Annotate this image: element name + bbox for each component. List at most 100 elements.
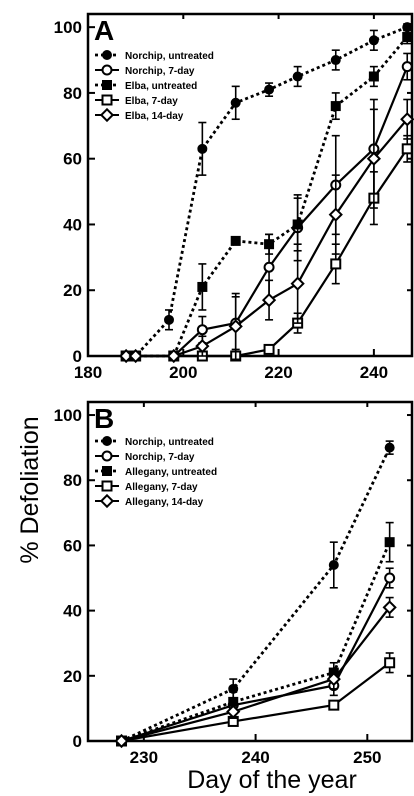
- x-tick-label: 230: [130, 748, 158, 767]
- y-axis-label: % Defoliation: [16, 416, 44, 563]
- y-tick-label: 40: [63, 215, 82, 234]
- data-point: [228, 319, 243, 334]
- legend: Norchip, untreated Norchip, 7-day Elba, un…: [95, 50, 214, 123]
- legend-marker: [99, 107, 115, 123]
- legend-marker: [101, 450, 113, 462]
- x-tick-label: 180: [74, 363, 102, 382]
- data-point: [368, 71, 379, 82]
- plot-frame: [86, 12, 414, 358]
- data-point: [264, 239, 275, 250]
- data-point: [164, 314, 174, 325]
- data-point: [384, 537, 395, 548]
- series-line: [121, 541, 391, 743]
- data-point: [230, 235, 241, 246]
- data-point: [166, 348, 181, 364]
- legend-entry: Norchip, 7-day: [125, 66, 195, 77]
- data-point: [366, 151, 381, 166]
- legend-marker: [101, 64, 113, 76]
- legend-entry: Norchip, 7-day: [125, 452, 195, 463]
- legend-marker: [101, 94, 113, 106]
- y-tick-label: 20: [63, 667, 82, 686]
- legend: Norchip, untreated Norchip, 7-day Allegany…: [95, 436, 217, 509]
- legend-marker: [101, 480, 113, 492]
- x-tick-label: 240: [241, 748, 269, 767]
- data-point: [382, 600, 397, 615]
- legend-marker: [102, 50, 112, 60]
- legend-entry: Elba, untreated: [125, 81, 197, 92]
- data-point: [292, 219, 303, 230]
- series-line: [120, 447, 391, 743]
- legend-marker: [102, 436, 112, 446]
- panel-label: A: [94, 15, 114, 46]
- data-point: [264, 84, 275, 95]
- series-5: [114, 596, 397, 749]
- data-point: [226, 704, 241, 719]
- data-point: [330, 55, 341, 66]
- series-line: [126, 118, 409, 358]
- data-point: [401, 143, 413, 155]
- legend-entry: Allegany, 14-day: [125, 497, 204, 508]
- data-point: [119, 348, 134, 364]
- y-tick-label: 20: [63, 281, 82, 300]
- legend-entry: Allegany, untreated: [125, 467, 217, 478]
- y-tick-label: 0: [73, 732, 82, 751]
- y-tick-label: 60: [63, 150, 82, 169]
- data-point: [384, 657, 396, 669]
- legend-marker: [99, 493, 115, 509]
- data-point: [197, 281, 208, 292]
- legend-marker: [102, 80, 112, 90]
- series-3: [116, 521, 395, 746]
- data-point: [328, 559, 339, 570]
- y-tick-label: 60: [63, 536, 82, 555]
- data-point: [384, 442, 395, 453]
- series-line: [126, 25, 408, 358]
- data-point: [326, 671, 341, 687]
- data-point: [384, 572, 396, 584]
- data-point: [400, 112, 414, 127]
- data-point: [196, 324, 208, 336]
- series-line: [121, 606, 391, 743]
- legend-entry: Norchip, untreated: [125, 437, 214, 448]
- series-3: [121, 29, 413, 361]
- data-point: [292, 71, 303, 82]
- legend-marker: [102, 466, 112, 476]
- plot-frame: [86, 400, 414, 743]
- data-point: [263, 343, 275, 355]
- y-tick-label: 0: [73, 347, 82, 366]
- x-axis-label: Day of the year: [187, 766, 357, 794]
- data-point: [290, 276, 305, 291]
- legend-entry: Elba, 7-day: [125, 96, 178, 107]
- x-tick-label: 220: [264, 363, 292, 382]
- y-tick-label: 100: [54, 18, 82, 37]
- y-tick-label: 80: [63, 84, 82, 103]
- y-tick-label: 100: [54, 406, 82, 425]
- data-point: [114, 733, 129, 749]
- legend-entry: Allegany, 7-day: [125, 482, 198, 493]
- x-tick-label: 240: [360, 363, 388, 382]
- data-point: [328, 699, 340, 711]
- data-point: [368, 35, 379, 46]
- data-point: [402, 32, 413, 43]
- data-point: [330, 101, 341, 112]
- x-tick-label: 250: [353, 748, 381, 767]
- legend-entry: Norchip, untreated: [125, 51, 214, 62]
- series-5: [119, 98, 414, 364]
- data-point: [261, 292, 277, 308]
- panel-label: B: [94, 403, 114, 434]
- y-tick-label: 80: [63, 471, 82, 490]
- data-point: [128, 348, 143, 364]
- data-point: [328, 207, 343, 222]
- x-tick-label: 200: [169, 363, 197, 382]
- data-point: [197, 143, 208, 154]
- y-tick-label: 40: [63, 602, 82, 621]
- data-point: [401, 61, 413, 73]
- legend-entry: Elba, 14-day: [125, 111, 184, 122]
- series-line: [121, 661, 391, 743]
- panel-a: 0 20 40 60 80 100 180 200 220 240 A Norchip, untrea…: [54, 12, 414, 382]
- data-point: [195, 339, 210, 354]
- data-point: [330, 258, 342, 270]
- data-point: [263, 261, 275, 273]
- data-point: [230, 97, 241, 108]
